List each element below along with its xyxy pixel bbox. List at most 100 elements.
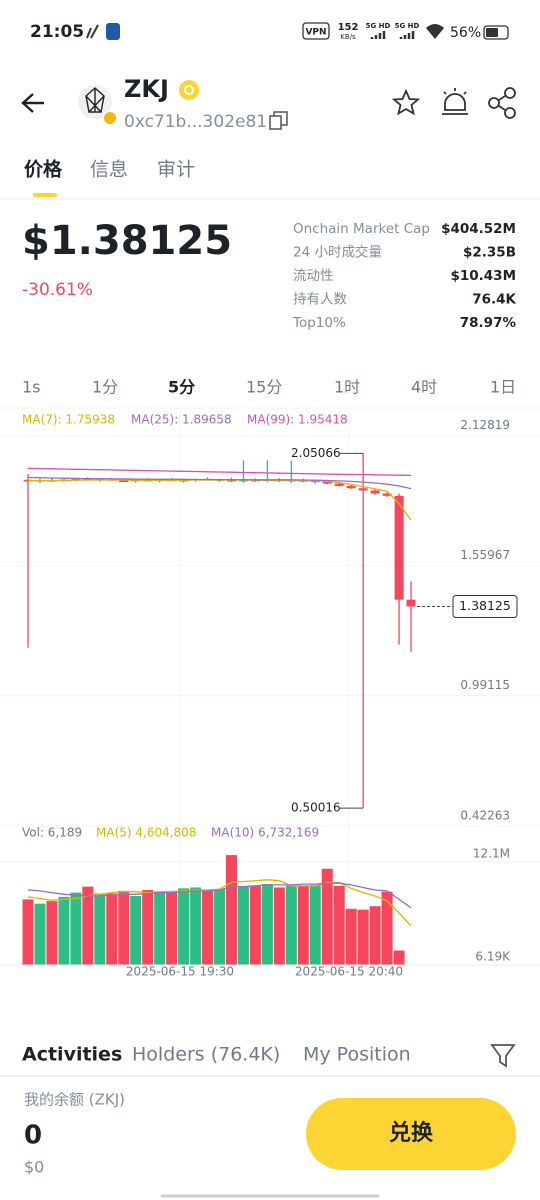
price-change: -30.61% xyxy=(22,280,93,300)
volume-bar xyxy=(345,908,357,965)
price: $1.38125 xyxy=(22,218,232,264)
volume-bar xyxy=(369,906,381,965)
vpn: VPN xyxy=(305,28,326,38)
network: 5G HD xyxy=(366,22,391,30)
stat-value: $404.52M xyxy=(441,221,516,237)
volume-bar xyxy=(309,884,321,965)
legend-entry: MA(25): 1.89658 xyxy=(131,413,232,427)
y-tick-label: 1.55967 xyxy=(460,548,510,562)
swap-button[interactable] xyxy=(306,1098,516,1170)
stat-label: Top10% xyxy=(292,315,346,331)
y-tick-label: 2.12819 xyxy=(460,418,510,432)
volume-bar xyxy=(34,903,46,965)
volume-bar xyxy=(202,890,214,965)
legend-entry: MA(99): 1.95418 xyxy=(247,413,348,427)
token-title: ZKJ xyxy=(124,75,169,103)
price-tag xyxy=(452,594,518,618)
tab[interactable]: 价格 xyxy=(24,158,63,181)
candle-body xyxy=(322,480,332,484)
chart: 2.12819 1.55967 0.99115 0.42263 MA(7): 1.759… xyxy=(0,410,540,979)
tab[interactable]: 信息 xyxy=(90,159,128,181)
interval[interactable]: 1日 xyxy=(490,378,516,397)
interval[interactable]: 1s xyxy=(22,378,41,397)
volume-bar xyxy=(261,884,273,965)
interval[interactable]: 1分 xyxy=(92,378,118,397)
volume-bar xyxy=(130,896,142,965)
volume-bar xyxy=(142,890,154,965)
volume-bar xyxy=(94,893,106,965)
volume-bar xyxy=(118,890,130,965)
legend-entry: MA(10) 6,732,169 xyxy=(211,826,319,840)
candle-body xyxy=(71,478,81,481)
activity-tab[interactable]: Activities xyxy=(22,1044,122,1066)
volume-bar xyxy=(333,885,345,965)
candle-body xyxy=(370,490,380,494)
volume-bar xyxy=(178,888,190,965)
interval[interactable]: 15分 xyxy=(246,378,282,397)
volume-bar xyxy=(190,887,202,965)
volume-bar xyxy=(285,885,297,965)
stat-value: 76.4K xyxy=(472,292,516,308)
volume-bar xyxy=(357,909,369,965)
candle-body xyxy=(358,488,368,491)
clock: 21:05 xyxy=(30,22,84,42)
candle-body xyxy=(346,485,356,489)
stat-label: 流动性 xyxy=(293,268,334,284)
volume-bar xyxy=(381,891,393,965)
share-button[interactable] xyxy=(488,87,516,119)
wifi xyxy=(426,24,444,39)
volume-bar xyxy=(106,893,118,965)
interval[interactable]: 1时 xyxy=(334,378,360,397)
volume-bar xyxy=(297,885,309,965)
ma-line xyxy=(27,479,412,521)
volume-bar xyxy=(82,886,94,965)
x-tick-label: 2025-06-15 20:40 xyxy=(295,965,403,979)
volume-bar xyxy=(225,855,237,965)
balance-label: 我的余额 (ZKJ) xyxy=(24,1091,125,1109)
stat-label: 持有人数 xyxy=(293,292,347,308)
interval[interactable]: 4时 xyxy=(411,378,437,397)
alert-button[interactable] xyxy=(442,88,468,115)
volume-bar xyxy=(393,950,405,965)
badge xyxy=(179,80,199,100)
interval-bar: 1s 1分 5分 15分 1时 4时 1日 xyxy=(22,378,516,397)
filter-button[interactable] xyxy=(490,1044,516,1068)
volume-bar xyxy=(46,901,58,965)
stat-value: $10.43M xyxy=(450,268,516,284)
activity-tabs: Activities Holders (76.4K) My Position xyxy=(22,1044,411,1066)
interval[interactable]: 5分 xyxy=(168,378,195,397)
swap-button-label: 兑换 xyxy=(389,1120,434,1146)
stat-label: 24 小时成交量 xyxy=(293,244,382,261)
battery-level: 56% xyxy=(450,25,481,41)
battery xyxy=(486,28,498,37)
volume-tick-label: 6.19K xyxy=(475,949,511,963)
balance-amount: 0 xyxy=(24,1121,42,1151)
copy-button[interactable] xyxy=(269,115,282,130)
volume-bar xyxy=(58,896,70,965)
volume-tick-label: 12.1M xyxy=(473,846,510,860)
speed-unit: KB/s xyxy=(340,33,356,41)
volume-bar xyxy=(321,868,333,965)
chain-badge xyxy=(102,110,118,126)
low-label: 0.50016 xyxy=(291,801,341,815)
volume-bar xyxy=(70,892,82,965)
volume-bar xyxy=(166,890,178,965)
legend-entry: MA(7): 1.75938 xyxy=(22,413,115,427)
volume-bar xyxy=(273,887,285,965)
stat-label: Onchain Market Cap xyxy=(293,221,430,237)
candle-body xyxy=(119,480,129,482)
vpn-box xyxy=(302,22,330,40)
activity-tab[interactable]: Holders (76.4K) xyxy=(132,1044,280,1066)
stat-value: $2.35B xyxy=(463,245,516,261)
tab[interactable]: 审计 xyxy=(157,159,195,181)
tab-bar: 价格 信息 审计 xyxy=(24,158,195,181)
network: 5G HD xyxy=(395,22,420,30)
back-button[interactable] xyxy=(21,93,44,113)
signal xyxy=(399,31,415,39)
activity-tab[interactable]: My Position xyxy=(303,1044,411,1066)
high-label: 2.05066 xyxy=(291,446,341,460)
favorite-button[interactable] xyxy=(391,88,421,116)
volume-bar xyxy=(237,886,249,965)
volume-bar xyxy=(214,889,226,965)
